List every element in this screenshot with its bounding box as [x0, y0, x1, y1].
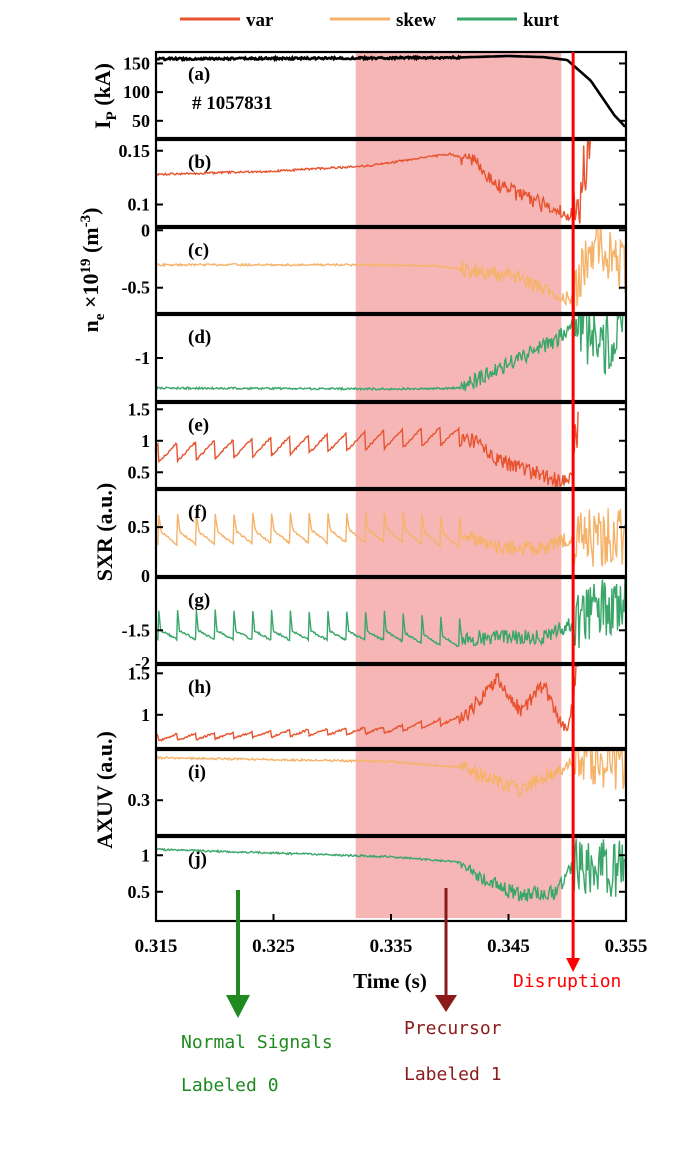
panel-a: 150 100 50 (a) [123, 50, 628, 140]
legend-label: skew [396, 10, 436, 31]
y-tick-label: 0.5 [128, 462, 151, 482]
normal-arrowhead [226, 995, 250, 1018]
y-tick-label: 1 [141, 705, 150, 725]
panel-frame [154, 576, 628, 665]
y-tick-label: 1.5 [128, 663, 151, 683]
svg-text:SXR (a.u.): SXR (a.u.) [92, 483, 117, 581]
panel-label: (f) [188, 502, 207, 523]
y-tick-label: -2 [135, 653, 150, 673]
svg-text:IP (kA): IP (kA) [90, 63, 120, 129]
precursor-label-line1: Precursor [404, 1018, 502, 1039]
disruption-label: Disruption [513, 971, 621, 992]
y-tick-label: 50 [132, 111, 150, 131]
y-tick-label: 0.3 [128, 790, 151, 810]
y-axis-label-ne: ne ×1019 (m-3) [78, 208, 108, 333]
series-var-line [156, 665, 579, 742]
y-tick-label: 0.5 [128, 517, 151, 537]
panel-label: (e) [188, 415, 209, 436]
y-tick-label: -1.5 [122, 620, 151, 640]
y-tick-label: 0 [141, 566, 150, 586]
legend-label: kurt [523, 10, 560, 31]
y-tick-label: 150 [123, 53, 150, 73]
panel-frame [154, 50, 628, 140]
panel-label: (j) [188, 849, 207, 870]
panel-d: -1 (d) [135, 313, 628, 403]
x-tick-label: 0.355 [605, 936, 648, 957]
svg-text:ne ×1019 (m-3): ne ×1019 (m-3) [78, 208, 108, 333]
disruption-arrowhead [566, 958, 581, 972]
series-kurt-line [156, 578, 626, 649]
legend-var: var [180, 10, 274, 31]
panel-b: 0.15 0.1 (b) [119, 138, 628, 228]
panel-label: (g) [188, 590, 210, 611]
legend-skew: skew [330, 10, 436, 31]
panel-label: (h) [188, 677, 211, 698]
series-skew-line [156, 750, 626, 800]
panel-j: 1 0.5 (j) [128, 835, 628, 923]
panel-h: 1.5 1 (h) [128, 663, 628, 750]
shot-number: # 1057831 [192, 93, 273, 114]
series-kurt-line [156, 838, 626, 902]
y-tick-label: 0 [141, 220, 150, 240]
panel-g: -1.5 -2 (g) [122, 576, 628, 673]
y-tick-label: 0.15 [119, 141, 151, 161]
panel-i: 0.3 (i) [128, 748, 628, 837]
series-skew-line [156, 228, 626, 313]
y-tick-label: -0.5 [122, 278, 151, 298]
normal-label-line1: Normal Signals [181, 1032, 333, 1053]
series-var-line [156, 411, 579, 488]
panel-f: 0.5 0 (f) [128, 488, 628, 586]
y-tick-label: 0.5 [128, 882, 151, 902]
x-tick-label: 0.345 [487, 936, 530, 957]
series-ip-line [156, 54, 626, 128]
panel-label: (i) [188, 762, 206, 783]
legend-kurt: kurt [457, 10, 560, 31]
panel-label: (a) [188, 64, 210, 85]
x-axis-label: Time (s) [353, 969, 427, 993]
x-tick-label: 0.325 [252, 936, 295, 957]
precursor-arrowhead [435, 995, 457, 1012]
panel-frame [154, 401, 628, 490]
y-tick-label: -1 [135, 348, 150, 368]
series-var-line [156, 140, 591, 224]
panel-label: (d) [188, 327, 211, 348]
x-tick-label: 0.315 [135, 936, 178, 957]
series-kurt-line [156, 315, 624, 392]
x-tick-label: 0.335 [370, 936, 413, 957]
y-axis-label-sxr: SXR (a.u.) [92, 483, 117, 581]
y-tick-label: 0.1 [128, 195, 151, 215]
precursor-label-line2: Labeled 1 [404, 1064, 502, 1085]
series-skew-line [156, 508, 626, 567]
panel-label: (b) [188, 152, 211, 173]
legend-label: var [246, 10, 274, 31]
normal-label-line2: Labeled 0 [181, 1075, 279, 1096]
y-axis-label-ip: IP (kA) [90, 63, 120, 129]
panel-label: (c) [188, 240, 209, 261]
svg-text:AXUV (a.u.): AXUV (a.u.) [92, 731, 117, 849]
y-tick-label: 1 [141, 431, 150, 451]
y-axis-label-axuv: AXUV (a.u.) [92, 731, 117, 849]
panel-frame [154, 663, 628, 750]
panel-frame [154, 138, 628, 228]
y-tick-label: 1 [141, 845, 150, 865]
y-tick-label: 100 [123, 82, 150, 102]
panel-frame [154, 488, 628, 578]
panel-c: 0 -0.5 (c) [122, 220, 628, 315]
panel-frame [154, 748, 628, 837]
panel-frame [154, 226, 628, 315]
panel-e: 1.5 1 0.5 (e) [128, 399, 628, 490]
y-tick-label: 1.5 [128, 399, 151, 419]
